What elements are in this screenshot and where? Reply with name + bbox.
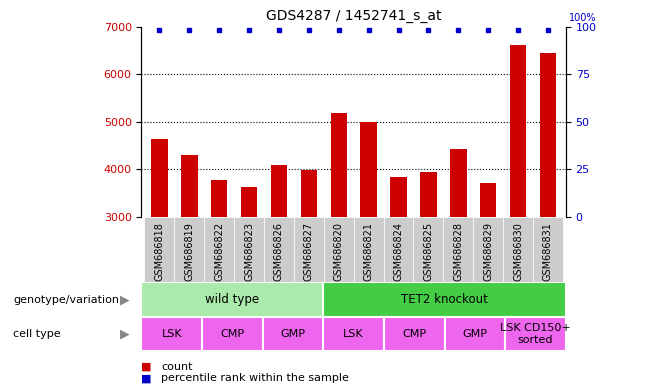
Text: GSM686824: GSM686824 xyxy=(393,222,403,281)
Bar xyxy=(202,317,263,351)
Bar xyxy=(354,217,384,282)
Bar xyxy=(443,217,473,282)
Bar xyxy=(505,317,566,351)
Bar xyxy=(204,217,234,282)
Bar xyxy=(510,45,526,217)
Text: ■: ■ xyxy=(141,373,152,383)
Text: GSM686827: GSM686827 xyxy=(304,222,314,281)
Text: GMP: GMP xyxy=(280,329,305,339)
Text: GSM686821: GSM686821 xyxy=(364,222,374,281)
Bar xyxy=(384,217,413,282)
Text: GSM686831: GSM686831 xyxy=(543,222,553,281)
Text: cell type: cell type xyxy=(13,329,61,339)
Text: CMP: CMP xyxy=(220,329,245,339)
Bar xyxy=(181,155,197,217)
Text: CMP: CMP xyxy=(402,329,426,339)
Bar xyxy=(323,282,566,317)
Bar xyxy=(211,180,228,217)
Bar xyxy=(390,177,407,217)
Bar xyxy=(145,217,174,282)
Text: genotype/variation: genotype/variation xyxy=(13,295,119,305)
Bar xyxy=(241,187,257,217)
Bar xyxy=(413,217,443,282)
Text: GSM686818: GSM686818 xyxy=(155,222,164,281)
Text: LSK: LSK xyxy=(161,329,182,339)
Bar xyxy=(480,183,496,217)
Text: GSM686826: GSM686826 xyxy=(274,222,284,281)
Bar xyxy=(384,317,445,351)
Text: TET2 knockout: TET2 knockout xyxy=(401,293,488,306)
Bar xyxy=(323,317,384,351)
Bar xyxy=(151,139,168,217)
Text: 100%: 100% xyxy=(569,13,597,23)
Text: GSM686822: GSM686822 xyxy=(214,222,224,281)
Text: GSM686820: GSM686820 xyxy=(334,222,343,281)
Bar xyxy=(234,217,264,282)
Bar xyxy=(533,217,563,282)
Text: wild type: wild type xyxy=(205,293,259,306)
Bar xyxy=(301,170,317,217)
Bar xyxy=(361,122,377,217)
Text: LSK: LSK xyxy=(343,329,364,339)
Bar xyxy=(263,317,323,351)
Bar xyxy=(450,149,467,217)
Text: percentile rank within the sample: percentile rank within the sample xyxy=(161,373,349,383)
Bar xyxy=(445,317,505,351)
Bar xyxy=(141,317,202,351)
Bar xyxy=(141,282,323,317)
Bar xyxy=(473,217,503,282)
Text: GMP: GMP xyxy=(463,329,488,339)
Text: GSM686829: GSM686829 xyxy=(483,222,494,281)
Text: GSM686830: GSM686830 xyxy=(513,222,523,281)
Bar xyxy=(264,217,294,282)
Bar xyxy=(294,217,324,282)
Bar xyxy=(503,217,533,282)
Bar xyxy=(330,113,347,217)
Bar xyxy=(270,165,287,217)
Text: ▶: ▶ xyxy=(120,328,130,341)
Text: GSM686819: GSM686819 xyxy=(184,222,194,281)
Bar xyxy=(420,172,437,217)
Text: LSK CD150+
sorted: LSK CD150+ sorted xyxy=(500,323,571,345)
Text: count: count xyxy=(161,362,193,372)
Text: GSM686828: GSM686828 xyxy=(453,222,463,281)
Bar xyxy=(540,53,556,217)
Text: GSM686823: GSM686823 xyxy=(244,222,254,281)
Title: GDS4287 / 1452741_s_at: GDS4287 / 1452741_s_at xyxy=(266,9,442,23)
Text: GSM686825: GSM686825 xyxy=(423,222,434,281)
Text: ▶: ▶ xyxy=(120,293,130,306)
Text: ■: ■ xyxy=(141,362,152,372)
Bar xyxy=(324,217,354,282)
Bar xyxy=(174,217,204,282)
